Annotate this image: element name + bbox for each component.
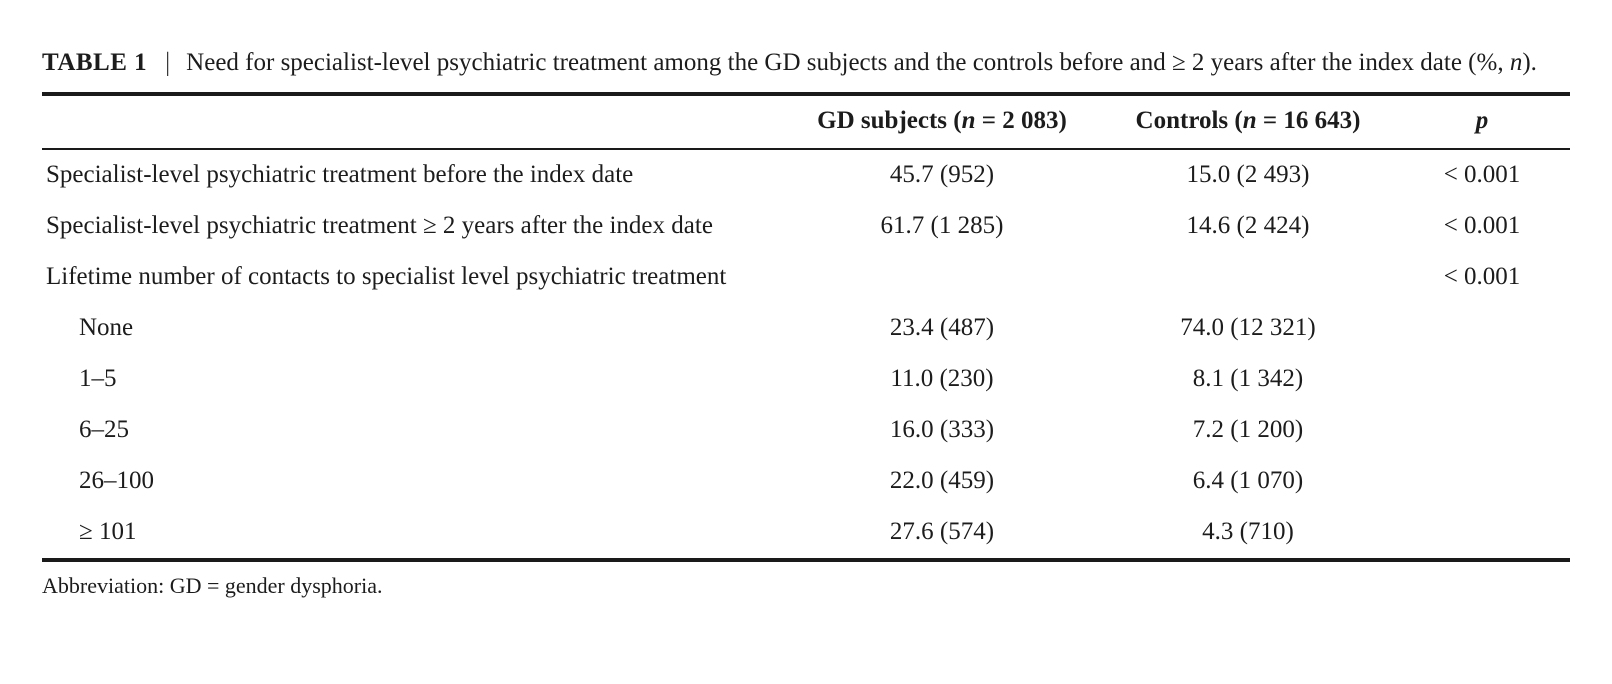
results-table: GD subjects (n = 2 083) Controls (n = 16…: [42, 92, 1570, 562]
row-label: 6–25: [79, 416, 129, 443]
caption-n-variable: n: [1509, 49, 1523, 76]
table-row-26-100: 26–100 22.0 (459) 6.4 (1 070): [42, 456, 1570, 507]
table-number-label: TABLE 1: [42, 49, 148, 76]
table-row-treatment-before: Specialist-level psychiatric treatment b…: [42, 149, 1570, 201]
row-label: None: [79, 314, 134, 341]
gd-value: 11.0 (230): [890, 365, 994, 392]
gd-value: 22.0 (459): [889, 467, 995, 494]
p-value: < 0.001: [1443, 161, 1521, 188]
caption-text: Need for specialist-level psychiatric tr…: [186, 49, 1537, 76]
gd-value: 23.4 (487): [889, 314, 995, 341]
controls-n-variable: n: [1242, 107, 1257, 134]
controls-value: 8.1 (1 342): [1192, 365, 1304, 392]
row-label: ≥ 101: [79, 518, 137, 545]
header-p-value: p: [1394, 94, 1570, 150]
row-label: Specialist-level psychiatric treatment ≥…: [46, 212, 713, 239]
p-value: < 0.001: [1443, 263, 1521, 290]
p-value: [1394, 303, 1570, 354]
table-caption: TABLE 1 | Need for specialist-level psychi…: [42, 46, 1570, 79]
table-row-none: None 23.4 (487) 74.0 (12 321): [42, 303, 1570, 354]
p-value: [1394, 456, 1570, 507]
table-footnote: Abbreviation: GD = gender dysphoria.: [42, 573, 383, 598]
caption-divider: |: [165, 48, 171, 77]
p-value: < 0.001: [1443, 212, 1521, 239]
row-label: 26–100: [79, 467, 154, 494]
header-empty-cell: [42, 94, 782, 150]
controls-value: 74.0 (12 321): [1180, 314, 1316, 341]
p-value: [1394, 405, 1570, 456]
controls-value: 4.3 (710): [1202, 518, 1294, 545]
controls-value: [1102, 252, 1394, 303]
controls-value: 14.6 (2 424): [1186, 212, 1310, 239]
caption-text-end: ).: [1522, 49, 1537, 76]
controls-value: 15.0 (2 493): [1186, 161, 1310, 188]
gd-value: [782, 252, 1102, 303]
table-row-gte-101: ≥ 101 27.6 (574) 4.3 (710): [42, 507, 1570, 560]
gd-n-variable: n: [961, 107, 976, 134]
p-value: [1394, 507, 1570, 560]
table-row-6-25: 6–25 16.0 (333) 7.2 (1 200): [42, 405, 1570, 456]
gd-value: 45.7 (952): [889, 161, 995, 188]
table-row-treatment-after: Specialist-level psychiatric treatment ≥…: [42, 201, 1570, 252]
gd-value: 16.0 (333): [889, 416, 995, 443]
controls-value: 7.2 (1 200): [1192, 416, 1304, 443]
p-value: [1394, 354, 1570, 405]
row-label: 1–5: [79, 365, 117, 392]
header-controls: Controls (n = 16 643): [1102, 94, 1394, 150]
row-label: Lifetime number of contacts to specialis…: [46, 263, 727, 290]
header-row: GD subjects (n = 2 083) Controls (n = 16…: [42, 94, 1570, 150]
row-label: Specialist-level psychiatric treatment b…: [46, 161, 634, 188]
header-gd-subjects: GD subjects (n = 2 083): [782, 94, 1102, 150]
gd-value: 27.6 (574): [889, 518, 995, 545]
gd-value: 61.7 (1 285): [880, 212, 1004, 239]
table-row-lifetime-contacts: Lifetime number of contacts to specialis…: [42, 252, 1570, 303]
table-row-1-5: 1–5 11.0 (230) 8.1 (1 342): [42, 354, 1570, 405]
caption-text-main: Need for specialist-level psychiatric tr…: [186, 49, 1510, 76]
controls-value: 6.4 (1 070): [1192, 467, 1304, 494]
